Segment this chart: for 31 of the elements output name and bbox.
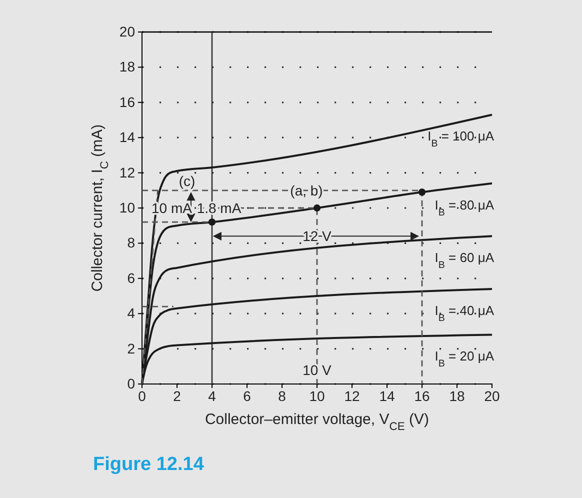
x-tick-label: 12 — [344, 388, 360, 404]
y-tick-label: 8 — [127, 234, 136, 251]
x-tick-label: 18 — [449, 388, 465, 404]
x-tick-label: 6 — [243, 388, 252, 404]
x-tick-label: 10 — [309, 388, 325, 404]
y-tick-label: 10 — [119, 199, 136, 216]
annotation: (c) — [178, 173, 196, 190]
series-label: I$_{B}$ = 40 μA — [434, 302, 494, 324]
series-label: I$_{B}$ = 20 μA — [434, 348, 494, 370]
series-label: I$_{B}$ = 60 μA — [434, 250, 494, 271]
x-tick-label: 20 — [484, 388, 500, 404]
text: Figure 12.14 — [93, 454, 204, 475]
y-tick-label: 20 — [119, 23, 136, 40]
y-tick-label: 18 — [119, 58, 136, 75]
series-label: I$_{B}$ = 100 μA — [428, 128, 494, 150]
y-tick-label: 12 — [119, 164, 136, 180]
y-tick-label: 14 — [119, 129, 136, 146]
y-tick-label: 2 — [127, 340, 136, 356]
x-tick-label: 8 — [278, 388, 286, 404]
y-tick-label: 6 — [127, 270, 136, 286]
annotation: 10 V — [302, 362, 332, 378]
x-tick-label: 14 — [379, 388, 395, 404]
x-tick-label: 16 — [414, 388, 430, 404]
x-axis-title: Collector–emitter voltage, V$_{CE}$ (V) — [204, 411, 430, 433]
y-tick-label: 4 — [127, 305, 136, 322]
x-tick-label: 4 — [208, 388, 216, 404]
y-tick-label: 0 — [127, 375, 136, 392]
series-label: I$_{B}$ = 80 μA — [434, 197, 494, 218]
y-tick-label: 16 — [119, 94, 136, 110]
x-tick-label: 2 — [173, 388, 182, 404]
x-tick-label: 0 — [138, 388, 146, 404]
